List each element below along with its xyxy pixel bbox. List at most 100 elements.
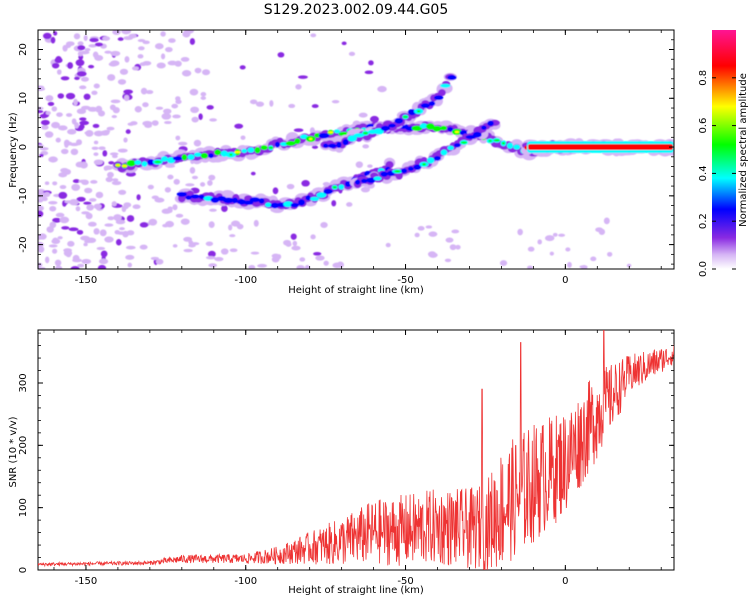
spectrogram-blob [81, 179, 89, 185]
spectrogram-blob [112, 178, 119, 182]
spectrogram-blob [200, 96, 207, 100]
spectrogram-blob [172, 156, 183, 161]
spectrogram-blob [49, 205, 57, 212]
spectrogram-blob [181, 70, 192, 77]
spectrogram-blob [422, 163, 426, 166]
spectrogram-blob [69, 198, 79, 206]
spectrogram-blob [346, 202, 353, 207]
spectrogram-blob [208, 221, 215, 229]
spectrogram-blob [139, 62, 147, 67]
spectrogram-blob [319, 193, 324, 197]
spectrogram-blob [107, 74, 116, 81]
spectrogram-blob [123, 202, 132, 208]
spectrogram-blob [79, 117, 87, 121]
spectrogram-blob [104, 50, 112, 54]
spectrogram-blob [209, 118, 217, 122]
spectrogram-blob [472, 131, 482, 138]
spectrogram-blob [229, 234, 236, 238]
strong-tone-core [527, 144, 673, 150]
spectrogram-blobs [38, 30, 674, 269]
spectrogram-blob [167, 174, 174, 180]
spectrogram-blob [100, 250, 108, 258]
spectrogram-blob [301, 179, 310, 187]
spectrogram-blob [414, 232, 420, 238]
spectrogram-blob [125, 245, 136, 250]
spectrogram-blob [84, 47, 91, 52]
spectrogram-blob [112, 106, 120, 114]
x-tick-label: -150 [75, 275, 98, 286]
spectrogram-blob [385, 242, 391, 248]
spectrogram-blob [48, 244, 58, 248]
spectrogram-blob [171, 103, 179, 109]
spectrogram-blob [513, 145, 520, 149]
spectrogram-blob [191, 175, 199, 180]
spectrogram-blob [88, 198, 97, 202]
spectrogram-blob [272, 187, 279, 195]
spectrogram-blob [97, 264, 107, 269]
spectrogram-blob [269, 100, 274, 107]
spectrogram-blob [93, 140, 99, 145]
spectrogram-blob [240, 135, 246, 140]
y-tick-label: 100 [18, 498, 29, 517]
spectrogram-blob [168, 38, 176, 43]
spectrogram-blob [394, 117, 404, 124]
spectrogram-blob [134, 106, 142, 113]
spectrogram-blob [84, 131, 93, 135]
spectrogram-ylabel: Frequency (Hz) [8, 112, 19, 188]
spectrogram-blob [305, 195, 311, 201]
spectrogram-blob [255, 101, 265, 107]
spectrogram-blob [127, 122, 135, 126]
spectrogram-blob [57, 236, 63, 240]
spectrogram-blob [428, 252, 438, 258]
spectrogram-blob [201, 154, 208, 157]
spectrogram-blob [191, 116, 199, 123]
spectrogram-blob [57, 93, 65, 99]
spectrogram-blob [250, 171, 256, 176]
colorbar-tick-label: 0.2 [698, 213, 709, 229]
spectrogram-blob [205, 197, 212, 200]
spectrogram-blob [67, 62, 74, 69]
x-tick-label: -100 [234, 576, 257, 587]
spectrogram-blob [310, 234, 316, 240]
spectrogram-blob [228, 224, 233, 231]
spectrogram-blob [121, 30, 132, 35]
spectrogram-blob [266, 203, 271, 207]
spectrogram-blob [39, 147, 49, 151]
spectrogram-blob [55, 212, 65, 218]
spectrogram-blob [334, 130, 340, 133]
spectrogram-blob [39, 153, 44, 157]
spectrogram-blob [129, 161, 134, 165]
spectrogram-blob [590, 256, 597, 262]
colorbar: 0.0 0.2 0.4 0.6 0.8 Normalized spectral ampl… [698, 30, 749, 277]
spectrogram-blob [239, 65, 246, 70]
spectrogram-blob [241, 149, 248, 153]
spectrogram-blob [70, 148, 79, 156]
spectrogram-blob [83, 201, 92, 205]
spectrogram-blob [80, 76, 89, 82]
spectrogram-blob [48, 156, 58, 163]
spectrogram-blob [527, 265, 533, 269]
spectrogram-blob [127, 262, 133, 268]
y-tick-label: 0 [18, 567, 29, 573]
spectrogram-blob [44, 131, 54, 138]
spectrogram-blob [320, 221, 328, 229]
spectrogram-blob [56, 69, 62, 75]
spectrogram-blob [172, 204, 178, 211]
spectrogram-blob [97, 110, 106, 117]
spectrogram-blob [86, 204, 94, 211]
spectrogram-xlabel: Height of straight line (km) [288, 285, 424, 296]
spectrogram-blob [339, 185, 344, 189]
spectrogram-blob [200, 91, 207, 97]
spectrogram-blob [140, 87, 148, 95]
spectrogram-blob [362, 144, 370, 149]
spectrogram-blob [433, 156, 441, 161]
spectrogram-blob [454, 130, 460, 134]
spectrogram-blob [447, 75, 457, 81]
spectrogram-blob [208, 250, 216, 258]
spectrogram-blob [38, 205, 44, 212]
spectrogram-blob [46, 226, 54, 233]
spectrogram-blob [107, 216, 115, 221]
spectrogram-blob [493, 139, 500, 142]
spectrogram-blob [43, 32, 52, 40]
spectrogram-blob [93, 152, 99, 157]
